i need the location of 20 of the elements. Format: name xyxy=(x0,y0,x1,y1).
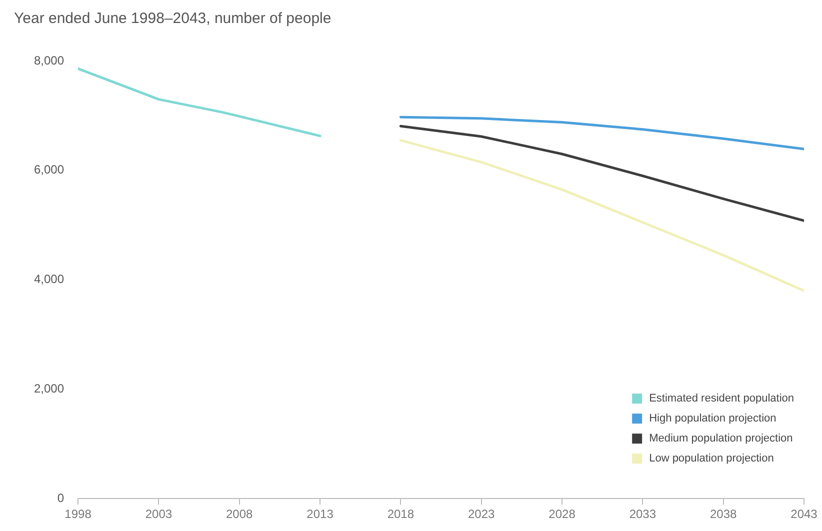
legend-label: Low population projection xyxy=(649,452,774,465)
legend-label: Medium population projection xyxy=(649,432,793,445)
x-tick-label: 2003 xyxy=(145,507,172,522)
x-tick-label: 2008 xyxy=(226,507,254,522)
x-tick-label: 2023 xyxy=(468,507,496,522)
x-tick-label: 2043 xyxy=(790,507,818,522)
chart-title: Year ended June 1998–2043, number of people xyxy=(14,10,332,27)
x-tick-label: 2018 xyxy=(387,507,414,522)
y-tick-label: 0 xyxy=(57,490,64,505)
x-tick-label: 2013 xyxy=(306,507,334,522)
y-tick-label: 6,000 xyxy=(34,162,64,177)
y-tick-label: 2,000 xyxy=(34,382,64,396)
x-tick-label: 2028 xyxy=(548,507,576,522)
x-tick-label: 2033 xyxy=(629,507,656,522)
legend-label: High population projection xyxy=(649,412,776,425)
x-tick-label: 2038 xyxy=(710,507,738,522)
x-tick-label: 1998 xyxy=(64,507,92,522)
y-tick-label: 8,000 xyxy=(34,53,64,68)
legend-label: Estimated resident population xyxy=(649,392,794,405)
y-tick-label: 4,000 xyxy=(34,272,64,286)
